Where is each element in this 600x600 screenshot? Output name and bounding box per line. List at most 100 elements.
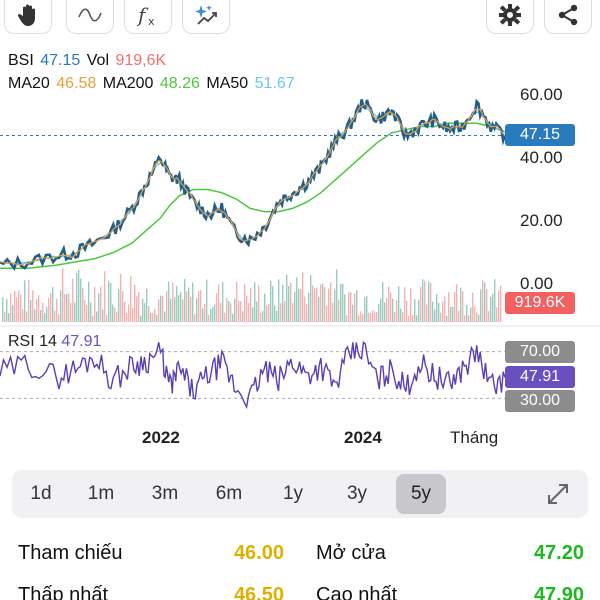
volume-bar: [242, 311, 244, 322]
volume-bar: [490, 296, 492, 322]
volume-bar: [380, 298, 382, 322]
volume-bar: [430, 283, 432, 322]
volume-bar: [414, 299, 416, 322]
volume-bar: [88, 281, 90, 322]
volume-bar: [436, 294, 438, 322]
volume-bar: [90, 302, 92, 322]
volume-bar: [494, 279, 496, 322]
volume-bar: [478, 314, 480, 322]
volume-bar: [400, 308, 402, 322]
volume-bar: [104, 271, 106, 322]
volume-bar: [84, 299, 86, 322]
volume-bar: [146, 288, 148, 322]
volume-bar: [442, 301, 444, 322]
volume-bar: [36, 299, 38, 322]
volume-bar: [448, 292, 450, 322]
volume-bar: [134, 284, 136, 322]
price-chart[interactable]: [0, 0, 600, 460]
volume-bar: [260, 312, 262, 322]
volume-bar: [312, 285, 314, 322]
volume-bar: [222, 282, 224, 322]
volume-bar: [364, 297, 366, 322]
ai-sparkle-icon[interactable]: [182, 0, 230, 34]
x-axis-label: 2022: [142, 428, 180, 447]
period-3y[interactable]: 3y: [346, 483, 368, 504]
ma20-label: MA20: [8, 75, 50, 92]
period-1d[interactable]: 1d: [30, 483, 52, 504]
volume-bar: [284, 301, 286, 322]
volume-bar: [240, 301, 242, 322]
volume-bar: [326, 305, 328, 322]
volume-bar: [8, 313, 10, 322]
volume-bar: [450, 306, 452, 322]
rsi-label: RSI 14: [8, 333, 57, 350]
volume-bar: [206, 279, 208, 322]
volume-bar: [38, 295, 40, 322]
volume-bar: [280, 303, 282, 322]
volume-bar: [452, 306, 454, 322]
volume-bar: [50, 293, 52, 322]
volume-bar: [80, 278, 82, 322]
rsi-legend-value: 47.91: [61, 333, 102, 350]
period-1m[interactable]: 1m: [87, 483, 115, 504]
volume-bar: [258, 285, 260, 322]
volume-bar: [44, 312, 46, 322]
volume-bar: [438, 302, 440, 322]
svg-text:x: x: [148, 15, 155, 28]
volume-bar: [224, 312, 226, 322]
volume-bar: [332, 302, 334, 322]
period-5y[interactable]: 5y: [396, 474, 446, 514]
volume-bar: [402, 312, 404, 322]
volume-bar: [118, 289, 120, 322]
draw-line-icon[interactable]: [66, 0, 114, 34]
volume-bar: [220, 302, 222, 322]
volume-bar: [462, 291, 464, 322]
volume-bar: [198, 290, 200, 322]
volume-bar: [106, 314, 108, 322]
volume-bar: [440, 312, 442, 322]
volume-bar: [42, 302, 44, 322]
volume-bar: [172, 282, 174, 322]
pan-hand-icon[interactable]: [4, 0, 52, 34]
volume-bar: [346, 315, 348, 322]
volume-tag: 919.6K: [505, 292, 575, 314]
volume-bar: [366, 295, 368, 322]
volume-bar: [200, 290, 202, 322]
volume-bar: [158, 299, 160, 322]
volume-bar: [252, 307, 254, 322]
volume-bar: [470, 307, 472, 322]
volume-bar: [128, 304, 130, 322]
volume-bar: [6, 299, 8, 322]
symbol-label: BSI: [8, 52, 34, 69]
volume-bar: [316, 287, 318, 322]
volume-bar: [344, 294, 346, 322]
volume-bar: [246, 295, 248, 322]
volume-bar: [288, 285, 290, 322]
volume-bar: [94, 286, 96, 322]
volume-bar: [330, 282, 332, 322]
volume-bar: [162, 295, 164, 322]
volume-bar: [496, 307, 498, 322]
volume-bar: [378, 304, 380, 322]
volume-bar: [480, 289, 482, 322]
volume-bar: [396, 300, 398, 322]
volume-bar: [474, 306, 476, 322]
volume-bar: [272, 285, 274, 322]
volume-bar: [152, 312, 154, 322]
volume-bar: [12, 305, 14, 322]
period-1y[interactable]: 1y: [282, 483, 304, 504]
share-icon[interactable]: [544, 0, 592, 34]
volume-bar: [248, 302, 250, 322]
volume-bar: [256, 301, 258, 322]
period-6m[interactable]: 6m: [215, 483, 243, 504]
period-3m[interactable]: 3m: [151, 483, 179, 504]
volume-bar: [420, 286, 422, 322]
gear-icon[interactable]: [486, 0, 534, 34]
rsi-lower-tag: 30.00: [505, 390, 575, 412]
expand-icon[interactable]: [544, 480, 572, 508]
volume-bar: [116, 311, 118, 322]
volume-bar: [18, 290, 20, 322]
volume-bar: [454, 291, 456, 322]
volume-bar: [342, 283, 344, 322]
